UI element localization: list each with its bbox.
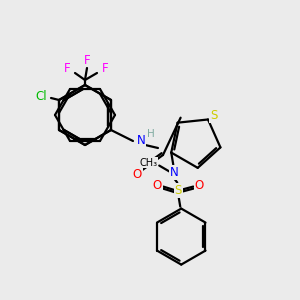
Text: F: F [64,61,70,74]
Text: CH₃: CH₃ [139,158,157,168]
Text: H: H [147,129,155,139]
Text: Cl: Cl [35,91,47,103]
Text: O: O [132,169,142,182]
Text: S: S [210,109,218,122]
Text: F: F [84,53,90,67]
Text: S: S [175,184,182,197]
Text: N: N [136,134,146,146]
Text: O: O [153,179,162,192]
Text: O: O [195,179,204,192]
Text: F: F [102,61,108,74]
Text: N: N [170,166,178,179]
